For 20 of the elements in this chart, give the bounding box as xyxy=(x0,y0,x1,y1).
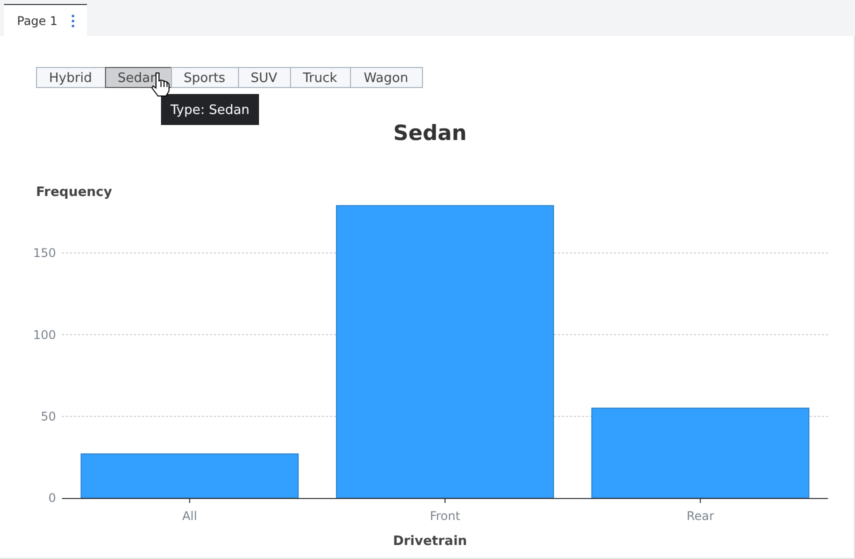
bar xyxy=(80,453,299,498)
y-tick-label: 0 xyxy=(48,491,56,506)
chart-title: Sedan xyxy=(393,121,467,145)
x-tick-label: Front xyxy=(430,509,460,523)
text: SUV xyxy=(250,71,278,86)
x-tick-label: All xyxy=(182,509,198,523)
y-tick-label: 150 xyxy=(33,246,56,260)
bar xyxy=(336,205,554,498)
text: Wagon xyxy=(364,71,408,86)
text: Page 1 xyxy=(17,14,58,28)
y-tick-label: 50 xyxy=(40,410,56,424)
text: Truck xyxy=(302,71,338,86)
text: Type: Sedan xyxy=(169,103,250,118)
y-axis-title: Frequency xyxy=(36,185,113,200)
y-tick-label: 100 xyxy=(33,328,56,342)
text: Hybrid xyxy=(49,71,92,86)
x-axis-title: Drivetrain xyxy=(392,534,468,549)
x-tick-label: Rear xyxy=(686,509,714,523)
bar xyxy=(591,408,810,498)
text: Sports xyxy=(184,71,226,86)
